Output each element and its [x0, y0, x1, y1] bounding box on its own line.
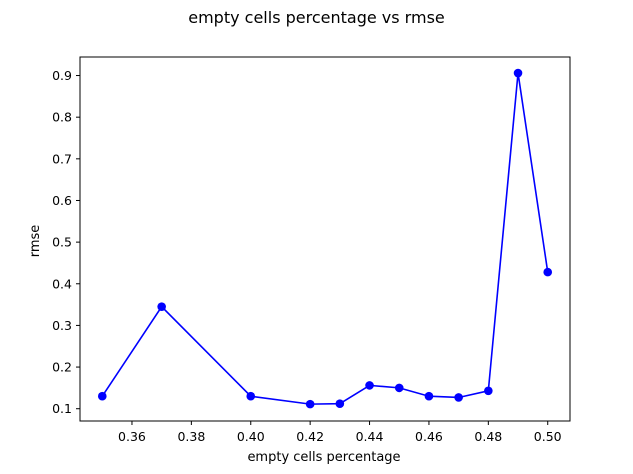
data-point [484, 386, 493, 396]
x-tick-label: 0.42 [296, 429, 324, 444]
x-tick-label: 0.46 [415, 429, 443, 444]
x-tick-label: 0.50 [534, 429, 562, 444]
data-point [365, 381, 374, 390]
x-axis-label: empty cells percentage [247, 450, 400, 465]
y-axis-label: rmse [28, 225, 43, 258]
data-point [246, 391, 256, 401]
plot-area: 0.36 0.38 0.40 0.42 0.44 0.46 0.48 0.50 0.1 0.2 0.… [52, 56, 571, 444]
data-point [305, 399, 315, 409]
data-point [454, 393, 463, 402]
y-tick-label: 0.3 [52, 318, 72, 333]
data-point [157, 302, 166, 311]
x-tick-label: 0.44 [356, 429, 384, 444]
x-tick-label: 0.38 [177, 429, 205, 444]
x-tick-label: 0.48 [474, 429, 502, 444]
data-point [543, 267, 553, 277]
y-tick-label: 0.7 [52, 151, 72, 166]
y-tick-label: 0.4 [52, 276, 72, 291]
data-point [394, 383, 404, 393]
data-point [513, 68, 523, 78]
y-tick-label: 0.1 [52, 401, 72, 416]
y-tick-label: 0.6 [52, 193, 72, 208]
plot-frame [79, 56, 571, 422]
y-tick-label: 0.8 [52, 110, 72, 125]
series-line [101, 72, 549, 405]
data-point [97, 391, 107, 401]
chart-title: empty cells percentage vs rmse [188, 8, 445, 27]
x-tick-label: 0.36 [118, 429, 146, 444]
data-point [335, 399, 345, 409]
x-tick-label: 0.40 [237, 429, 265, 444]
data-point [424, 391, 434, 401]
y-tick-label: 0.5 [52, 235, 72, 250]
y-tick-label: 0.2 [52, 360, 72, 375]
y-tick-label: 0.9 [52, 68, 72, 83]
